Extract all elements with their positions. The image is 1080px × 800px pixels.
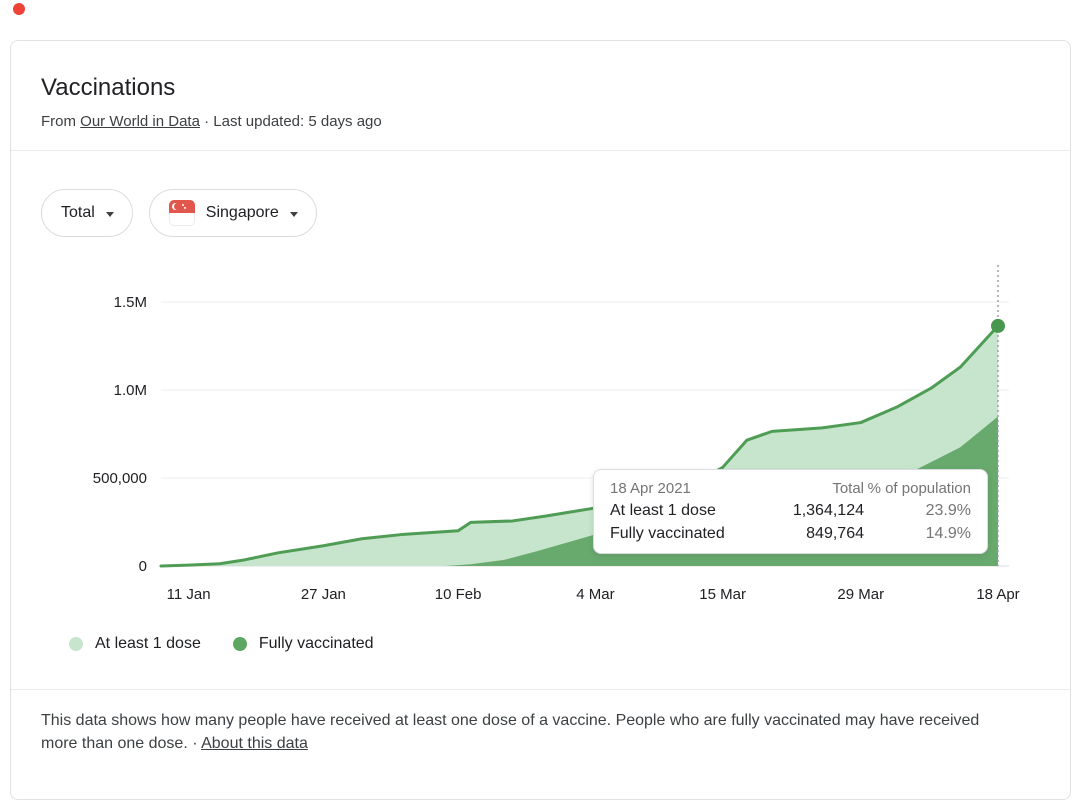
tooltip-row-pct: 14.9% — [925, 525, 971, 542]
chart-controls: Total Singapore — [11, 151, 1070, 237]
svg-text:1.0M: 1.0M — [114, 382, 147, 399]
vaccinations-card: Vaccinations From Our World in Data · La… — [10, 40, 1071, 800]
region-dropdown-value: Singapore — [205, 204, 279, 221]
metric-dropdown[interactable]: Total — [41, 189, 133, 237]
svg-text:0: 0 — [139, 558, 147, 575]
vaccinations-chart-svg[interactable]: 0 500,000 1.0M 1.5M 11 Jan 27 Jan 10 Feb 4 Mar 1… — [41, 261, 1053, 613]
card-header: Vaccinations From Our World in Data · La… — [11, 41, 1070, 150]
page-title: Vaccinations — [41, 74, 176, 101]
tooltip-row-pct: 23.9% — [925, 502, 971, 519]
separator-dot: · — [192, 734, 198, 752]
legend-item: Fully vaccinated — [232, 635, 374, 653]
svg-text:11 Jan: 11 Jan — [167, 586, 211, 603]
tooltip-col-total: Total — [832, 480, 864, 497]
svg-text:18 Apr: 18 Apr — [976, 586, 1019, 603]
about-this-data-link[interactable]: About this data — [201, 734, 308, 752]
window-close-icon — [13, 3, 25, 15]
legend-label: At least 1 dose — [95, 635, 201, 652]
tooltip-row-label: At least 1 dose — [610, 502, 716, 519]
last-updated-text: Last updated: 5 days ago — [213, 113, 382, 130]
footer-description: This data shows how many people have rec… — [41, 712, 980, 752]
source-prefix: From — [41, 113, 76, 130]
chevron-down-icon — [105, 211, 114, 217]
header-divider — [11, 150, 1070, 151]
legend-item: At least 1 dose — [69, 635, 201, 653]
card-footer: This data shows how many people have rec… — [11, 689, 1070, 775]
svg-text:27 Jan: 27 Jan — [301, 586, 346, 603]
legend-swatch-light-green — [69, 637, 83, 651]
tooltip-row-label: Fully vaccinated — [610, 525, 725, 542]
singapore-flag-icon — [168, 200, 195, 226]
tooltip-col-pct: % of population — [867, 480, 971, 497]
chevron-down-icon — [289, 211, 298, 217]
svg-text:29 Mar: 29 Mar — [837, 586, 884, 603]
region-dropdown[interactable]: Singapore — [148, 189, 317, 237]
svg-text:4 Mar: 4 Mar — [576, 586, 614, 603]
legend-label: Fully vaccinated — [258, 635, 374, 652]
svg-text:15 Mar: 15 Mar — [699, 586, 746, 603]
source-line: From Our World in Data · Last updated: 5… — [41, 113, 1040, 130]
svg-text:1.5M: 1.5M — [114, 294, 147, 311]
tooltip-row-total: 1,364,124 — [792, 502, 864, 519]
vaccinations-chart[interactable]: 0 500,000 1.0M 1.5M 11 Jan 27 Jan 10 Feb 4 Mar 1… — [41, 261, 1053, 613]
svg-text:10 Feb: 10 Feb — [435, 586, 482, 603]
separator-dot: · — [204, 113, 210, 130]
svg-text:500,000: 500,000 — [93, 470, 147, 487]
source-link[interactable]: Our World in Data — [80, 113, 200, 130]
chart-tooltip: 18 Apr 2021 Total % of population At lea… — [593, 469, 988, 554]
tooltip-date: 18 Apr 2021 — [610, 480, 691, 497]
chart-legend: At least 1 dose Fully vaccinated — [11, 613, 1070, 653]
metric-dropdown-value: Total — [61, 204, 95, 221]
legend-swatch-dark-green — [232, 637, 247, 651]
tooltip-row-total: 849,764 — [806, 525, 864, 542]
